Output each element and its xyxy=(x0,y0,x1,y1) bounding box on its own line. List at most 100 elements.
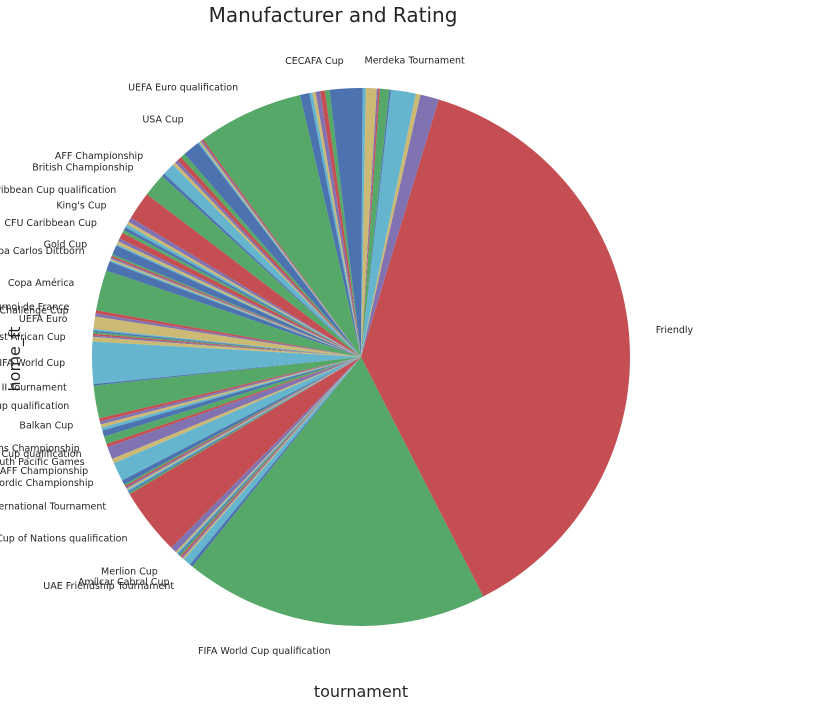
pie-slice-label: King's Cup xyxy=(56,201,106,212)
pie-slice xyxy=(329,88,361,357)
pie-slice xyxy=(125,357,362,489)
pie-slice-label: USA Cup xyxy=(142,115,183,126)
pie-slice xyxy=(320,90,361,357)
pie-slice-label: UEFA Euro qualification xyxy=(128,82,238,93)
pie-slice xyxy=(312,91,361,357)
pie-slice xyxy=(161,173,361,357)
pie-slices xyxy=(92,87,631,627)
pie-slice xyxy=(182,357,361,560)
pie-slice xyxy=(93,357,361,386)
pie-slice xyxy=(106,261,361,357)
pie-slice-label: AFC Challenge Cup xyxy=(0,305,69,316)
pie-slice xyxy=(179,357,361,557)
pie-slice xyxy=(361,94,439,357)
pie-slice xyxy=(111,254,362,357)
pie-slice-label: CFU Caribbean Cup xyxy=(4,218,97,229)
pie-slice xyxy=(121,357,362,485)
pie-slice xyxy=(361,89,416,358)
pie-slice xyxy=(128,217,361,357)
pie-slice xyxy=(92,341,361,385)
pie-slice xyxy=(122,230,361,357)
pie-slice xyxy=(93,330,362,357)
pie-slice xyxy=(123,227,361,357)
pie-slice-label: WAFF Championship xyxy=(0,466,88,477)
pie-slice xyxy=(100,357,362,428)
pie-slice-label: CECAFA Cup xyxy=(285,56,344,67)
pie-slice-label: Copa América xyxy=(8,278,75,289)
pie-slice xyxy=(309,92,361,357)
pie-slice-label: Amílcar Cabral Cup xyxy=(78,577,170,588)
pie-slice-label: Gold Cup qualification xyxy=(0,449,82,460)
pie-slice-label: African Nations Championship xyxy=(0,443,80,454)
pie-slice xyxy=(96,270,361,357)
pie-slice xyxy=(192,357,484,627)
pie-slice-label: FIFA World Cup qualification xyxy=(198,646,331,657)
pie-slice-label: African Cup of Nations qualification xyxy=(0,533,128,544)
pie-slice-label: UAE Friendship Tournament xyxy=(43,581,174,592)
pie-slice xyxy=(315,91,361,358)
pie-slice xyxy=(110,258,362,357)
pie-slice xyxy=(175,160,361,357)
pie-slice xyxy=(93,332,361,357)
pie-slice-label: West African Cup xyxy=(0,332,66,343)
pie-slice xyxy=(181,357,361,559)
pie-slice xyxy=(128,357,361,493)
pie-slice xyxy=(112,245,361,357)
pie-slice xyxy=(116,241,361,357)
pie-slice xyxy=(109,260,362,357)
pie-slice-label: Nordic Championship xyxy=(0,478,94,489)
pie-slice xyxy=(172,162,361,357)
pie-slice xyxy=(361,99,631,597)
pie-slice xyxy=(184,143,361,357)
pie-slice-label: Balkan Cup xyxy=(19,421,73,432)
pie-slice xyxy=(116,244,361,357)
pie-slice-label: Merdeka Tournament xyxy=(365,56,466,67)
pie-slice xyxy=(93,357,361,419)
pie-slice xyxy=(113,357,362,481)
pie-slice-label: Gold Cup xyxy=(44,239,88,250)
pie-slice xyxy=(129,357,361,548)
pie-slice xyxy=(118,238,361,357)
pie-slice xyxy=(126,357,361,491)
chart-title: Manufacturer and Rating xyxy=(209,3,458,27)
pie-slice xyxy=(361,93,421,358)
pie-slice xyxy=(189,357,361,567)
y-axis-label: home_ft xyxy=(5,327,25,392)
pie-slice xyxy=(127,357,361,492)
pie-slice xyxy=(361,88,366,357)
pie-labels: CECAFA Cup UEFA Euro qualification USA Cup… xyxy=(0,56,694,657)
pie-slice-label: AFF Championship xyxy=(55,151,143,162)
pie-slice-label: CFU Caribbean Cup qualification xyxy=(0,185,116,196)
pie-slice xyxy=(361,88,379,358)
pie-slice xyxy=(92,335,361,357)
pie-slice xyxy=(128,357,361,495)
pie-slice-label: AFC Asian Cup qualification xyxy=(0,401,69,412)
pie-slice xyxy=(361,88,377,357)
pie-slice xyxy=(183,357,361,565)
pie-slice xyxy=(101,357,362,431)
pie-slice xyxy=(146,176,361,357)
pie-slice xyxy=(299,93,361,357)
pie-slice xyxy=(102,357,362,437)
pie-slice xyxy=(199,141,361,357)
pie-slice-label: South Pacific Games xyxy=(0,457,85,468)
pie-slice-label: FIFA World Cup xyxy=(0,358,65,369)
pie-slice xyxy=(119,232,361,357)
pie-slice xyxy=(124,357,361,486)
pie-slice xyxy=(95,313,361,357)
pie-slice xyxy=(361,88,390,358)
pie-slice xyxy=(110,257,361,357)
pie-slice xyxy=(95,310,361,357)
pie-slice xyxy=(112,357,361,464)
pie-slice xyxy=(104,357,361,445)
pie-slice xyxy=(93,316,362,357)
pie-slice-label: UEFA Euro xyxy=(19,314,68,325)
pie-slice xyxy=(124,357,361,488)
pie-slice xyxy=(92,333,362,357)
pie-slice xyxy=(178,357,361,556)
pie-slice xyxy=(107,357,361,459)
pie-slice xyxy=(111,255,362,357)
pie-slice-label: British Championship xyxy=(32,162,133,173)
pie-slice xyxy=(361,87,363,357)
pie-slice xyxy=(177,157,361,357)
